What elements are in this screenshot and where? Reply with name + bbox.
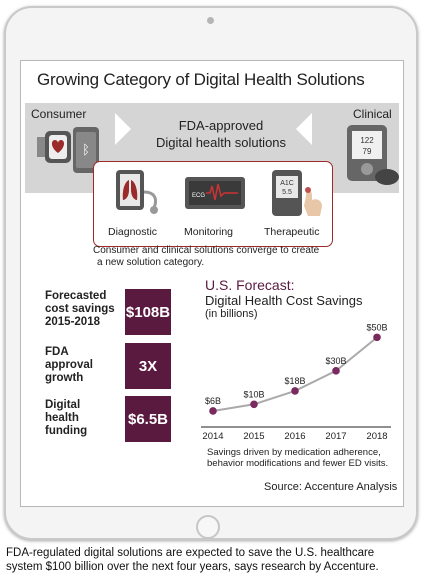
data-label: $30B: [325, 356, 346, 366]
stat-label-line: funding: [45, 425, 88, 437]
infographic-title: Growing Category of Digital Health Solut…: [37, 70, 365, 89]
caption-line-2: a new solution category.: [97, 257, 205, 268]
article-caption-line-1: FDA-regulated digital solutions are expe…: [6, 547, 375, 559]
stat-label-line: approval: [45, 359, 93, 371]
source-text: Source: Accenture Analysis: [264, 481, 398, 493]
stat-label-line: FDA: [45, 346, 69, 358]
stat-value-funding: $6.5B: [125, 396, 171, 442]
data-point: [209, 407, 217, 415]
stat-label-line: Digital: [45, 399, 81, 411]
stat-label-cost-savings: Forecasted cost savings 2015-2018: [45, 290, 115, 329]
x-tick-label: 2017: [325, 431, 346, 442]
lungs-scan-icon: [116, 170, 158, 214]
monitoring-label: Monitoring: [184, 226, 234, 238]
stat-label-line: health: [45, 412, 79, 424]
tablet-frame: Growing Category of Digital Health Solut…: [4, 6, 418, 540]
consumer-label: Consumer: [31, 107, 87, 121]
stat-label-line: cost savings: [45, 303, 115, 315]
solutions-panel: Diagnostic ECG Monitoring A1C 5.5 Therap…: [93, 161, 333, 247]
data-point: [250, 400, 258, 409]
chart-note: Savings driven by medication adherence, …: [207, 447, 403, 469]
a1c-text: A1C: [280, 180, 294, 187]
ecg-monitor-icon: ECG: [185, 177, 245, 209]
diagnostic-label: Diagnostic: [108, 226, 158, 238]
infographic-screen: Growing Category of Digital Health Solut…: [20, 60, 404, 507]
a1c-value-text: 5.5: [282, 189, 292, 196]
data-label: $10B: [243, 389, 264, 399]
data-label: $50B: [366, 322, 387, 332]
therapeutic-label: Therapeutic: [264, 226, 320, 238]
forecast-unit: (in billions): [205, 308, 258, 320]
series-line: [212, 336, 378, 412]
bp-text-systolic: 122: [360, 136, 374, 145]
svg-text:ᛒ: ᛒ: [82, 143, 90, 158]
stat-label-fda-growth: FDA approval growth: [45, 346, 93, 385]
smartwatch-phone-icon: ᛒ: [37, 127, 99, 173]
stat-value-fda-growth: 3X: [125, 343, 171, 389]
camera-dot: [207, 17, 214, 24]
blood-pressure-monitor-icon: 122 79: [347, 125, 399, 185]
fda-line-2: Digital health solutions: [155, 135, 287, 150]
chevron-left-icon: [296, 113, 312, 145]
data-label: $18B: [284, 376, 305, 386]
x-tick-label: 2014: [202, 431, 223, 442]
forecast-title: U.S. Forecast:: [205, 277, 295, 293]
x-tick-label: 2018: [366, 431, 387, 442]
ecg-screen-text: ECG: [192, 193, 205, 199]
bp-text-diastolic: 79: [363, 147, 372, 156]
article-caption-line-2: system $100 billion over the next four y…: [6, 561, 379, 573]
stat-value-cost-savings: $108B: [125, 289, 171, 335]
fda-line-1: FDA-approved: [178, 118, 264, 133]
data-label: $6B: [205, 396, 221, 406]
x-tick-label: 2015: [243, 431, 264, 442]
chart-note-line-2: behavior modifications and fewer ED visi…: [207, 458, 389, 469]
fda-approved-heading: FDA-approved Digital health solutions: [141, 117, 301, 151]
data-point: [291, 387, 299, 395]
home-button[interactable]: [196, 515, 220, 539]
article-caption: FDA-regulated digital solutions are expe…: [6, 546, 420, 574]
forecast-line-chart: $6B 2014 $10B 2015 $18B 2016 $30B 2017 $50B 2018: [201, 322, 391, 442]
clinical-label: Clinical: [353, 107, 392, 121]
convergence-caption: Consumer and clinical solutions converge…: [93, 245, 373, 269]
chevron-right-icon: [115, 113, 131, 145]
chart-note-line-1: Savings driven by medication adherence,: [207, 447, 381, 458]
stat-label-line: 2015-2018: [45, 316, 100, 328]
stat-label-line: growth: [45, 372, 84, 384]
x-tick-label: 2016: [284, 431, 305, 442]
data-point: [332, 367, 340, 375]
stat-label-line: Forecasted: [45, 290, 107, 302]
stat-label-funding: Digital health funding: [45, 399, 87, 438]
a1c-meter-icon: A1C 5.5: [272, 170, 322, 216]
caption-line-1: Consumer and clinical solutions converge…: [93, 245, 320, 256]
forecast-subtitle: Digital Health Cost Savings: [205, 293, 363, 308]
data-point: [373, 333, 381, 342]
